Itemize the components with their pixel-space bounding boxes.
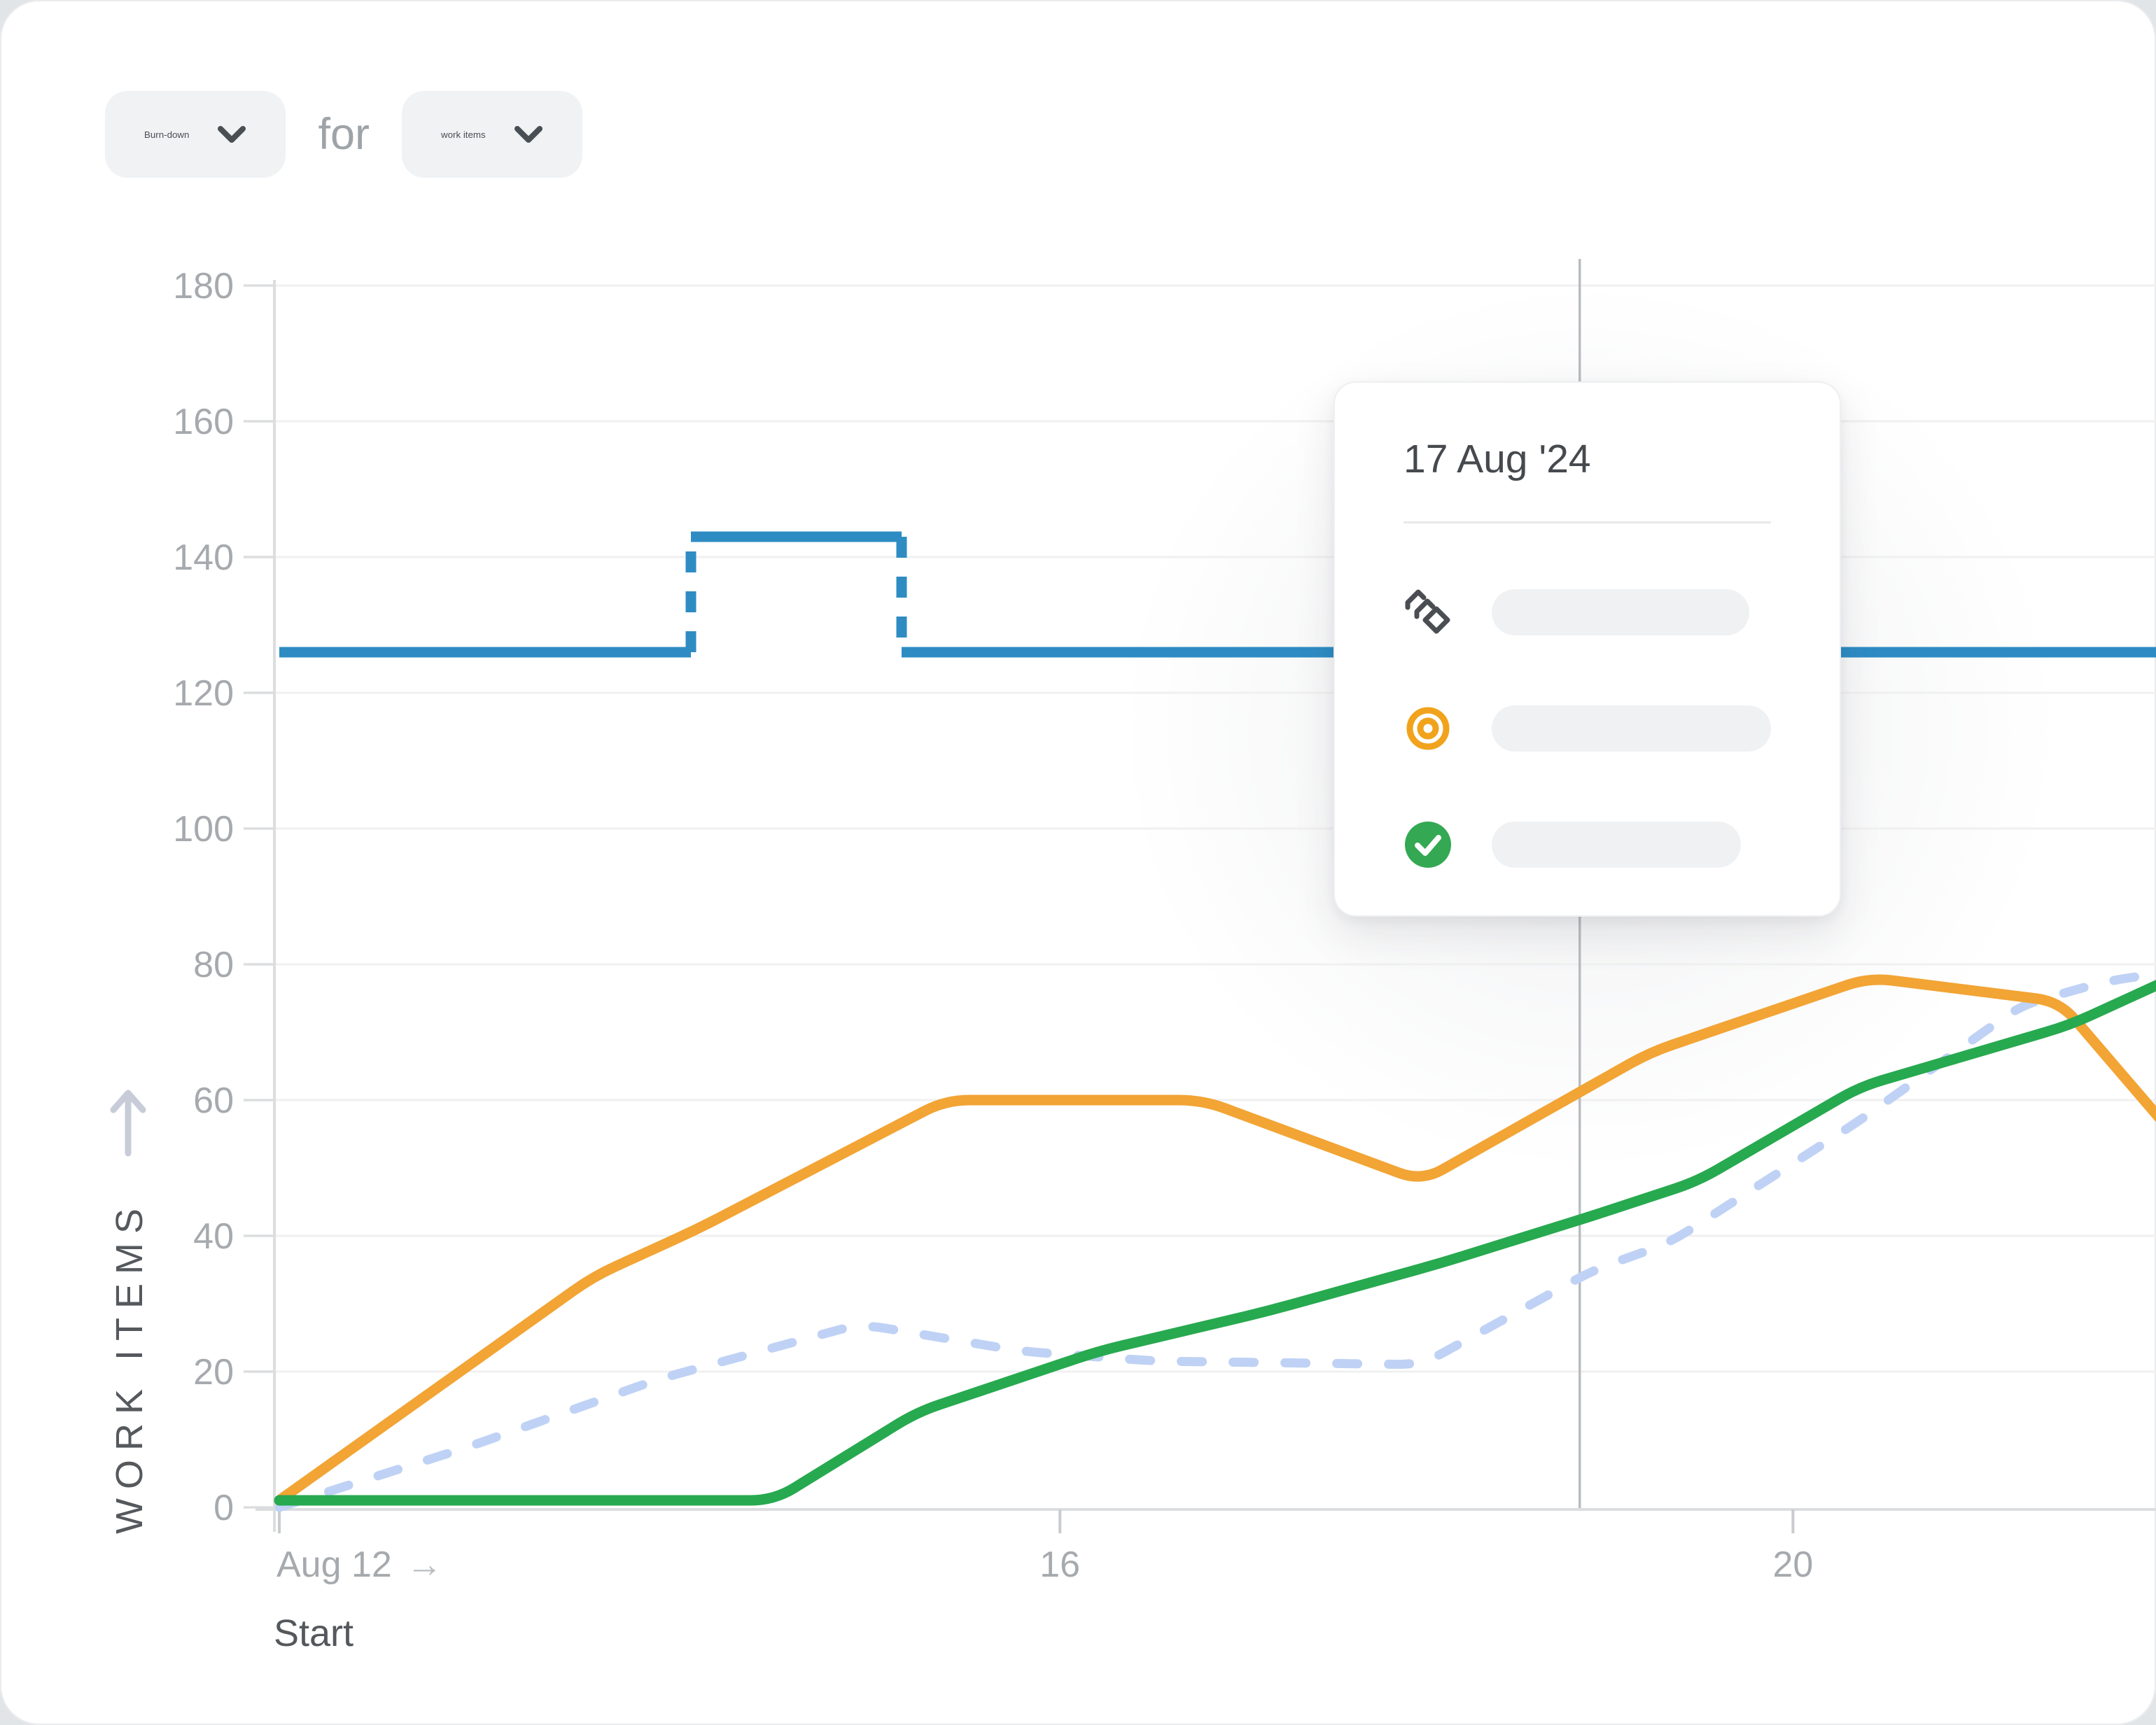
y-axis-title: WORK ITEMS [108, 1199, 150, 1534]
scope-dropdown-label: work items [441, 129, 486, 140]
y-tick-label: 180 [173, 266, 234, 307]
x-start-sublabel: Start [274, 1612, 354, 1654]
layers-icon [1404, 588, 1452, 637]
series-completed-line[interactable] [274, 978, 2156, 1506]
up-arrow-icon [104, 1083, 153, 1160]
tooltip-row-completed [1404, 820, 1771, 869]
metric-dropdown-label: Burn-down [144, 129, 190, 140]
y-tick-label: 20 [193, 1352, 234, 1393]
y-tick-label: 60 [193, 1080, 234, 1121]
y-tick-label: 120 [173, 673, 234, 714]
series-guideline-line[interactable] [274, 969, 2156, 1512]
y-tick-label: 80 [193, 945, 234, 985]
chart-tooltip: 17 Aug '24 [1334, 381, 1841, 917]
tooltip-value-skeleton [1492, 822, 1741, 868]
y-tick-label: 0 [214, 1488, 234, 1528]
y-tick-label: 100 [173, 809, 234, 850]
tooltip-date: 17 Aug '24 [1404, 437, 1591, 481]
tooltip-divider [1404, 521, 1771, 523]
x-start-label: Aug 12 → [276, 1544, 442, 1585]
tooltip-value-skeleton [1492, 589, 1749, 635]
right-arrow-icon: → [406, 1544, 442, 1585]
x-tick-label: 20 [1772, 1544, 1813, 1585]
x-tick-label: 16 [1040, 1544, 1080, 1585]
connector-label: for [318, 109, 370, 159]
y-tick-label: 140 [173, 537, 234, 578]
y-tick-label: 40 [193, 1216, 234, 1257]
check-circle-icon [1404, 820, 1452, 869]
tooltip-value-skeleton [1492, 705, 1771, 752]
metric-dropdown[interactable]: Burn-down [105, 91, 286, 178]
chart-controls: Burn-down for work items [105, 91, 582, 178]
y-tick-label: 160 [173, 402, 234, 442]
scope-dropdown[interactable]: work items [402, 91, 582, 178]
series-started-line[interactable] [274, 974, 2156, 1506]
chevron-down-icon [514, 125, 543, 144]
tooltip-row-scope [1404, 588, 1771, 637]
tooltip-row-started [1404, 704, 1771, 753]
target-icon [1404, 704, 1452, 753]
chevron-down-icon [217, 125, 246, 144]
